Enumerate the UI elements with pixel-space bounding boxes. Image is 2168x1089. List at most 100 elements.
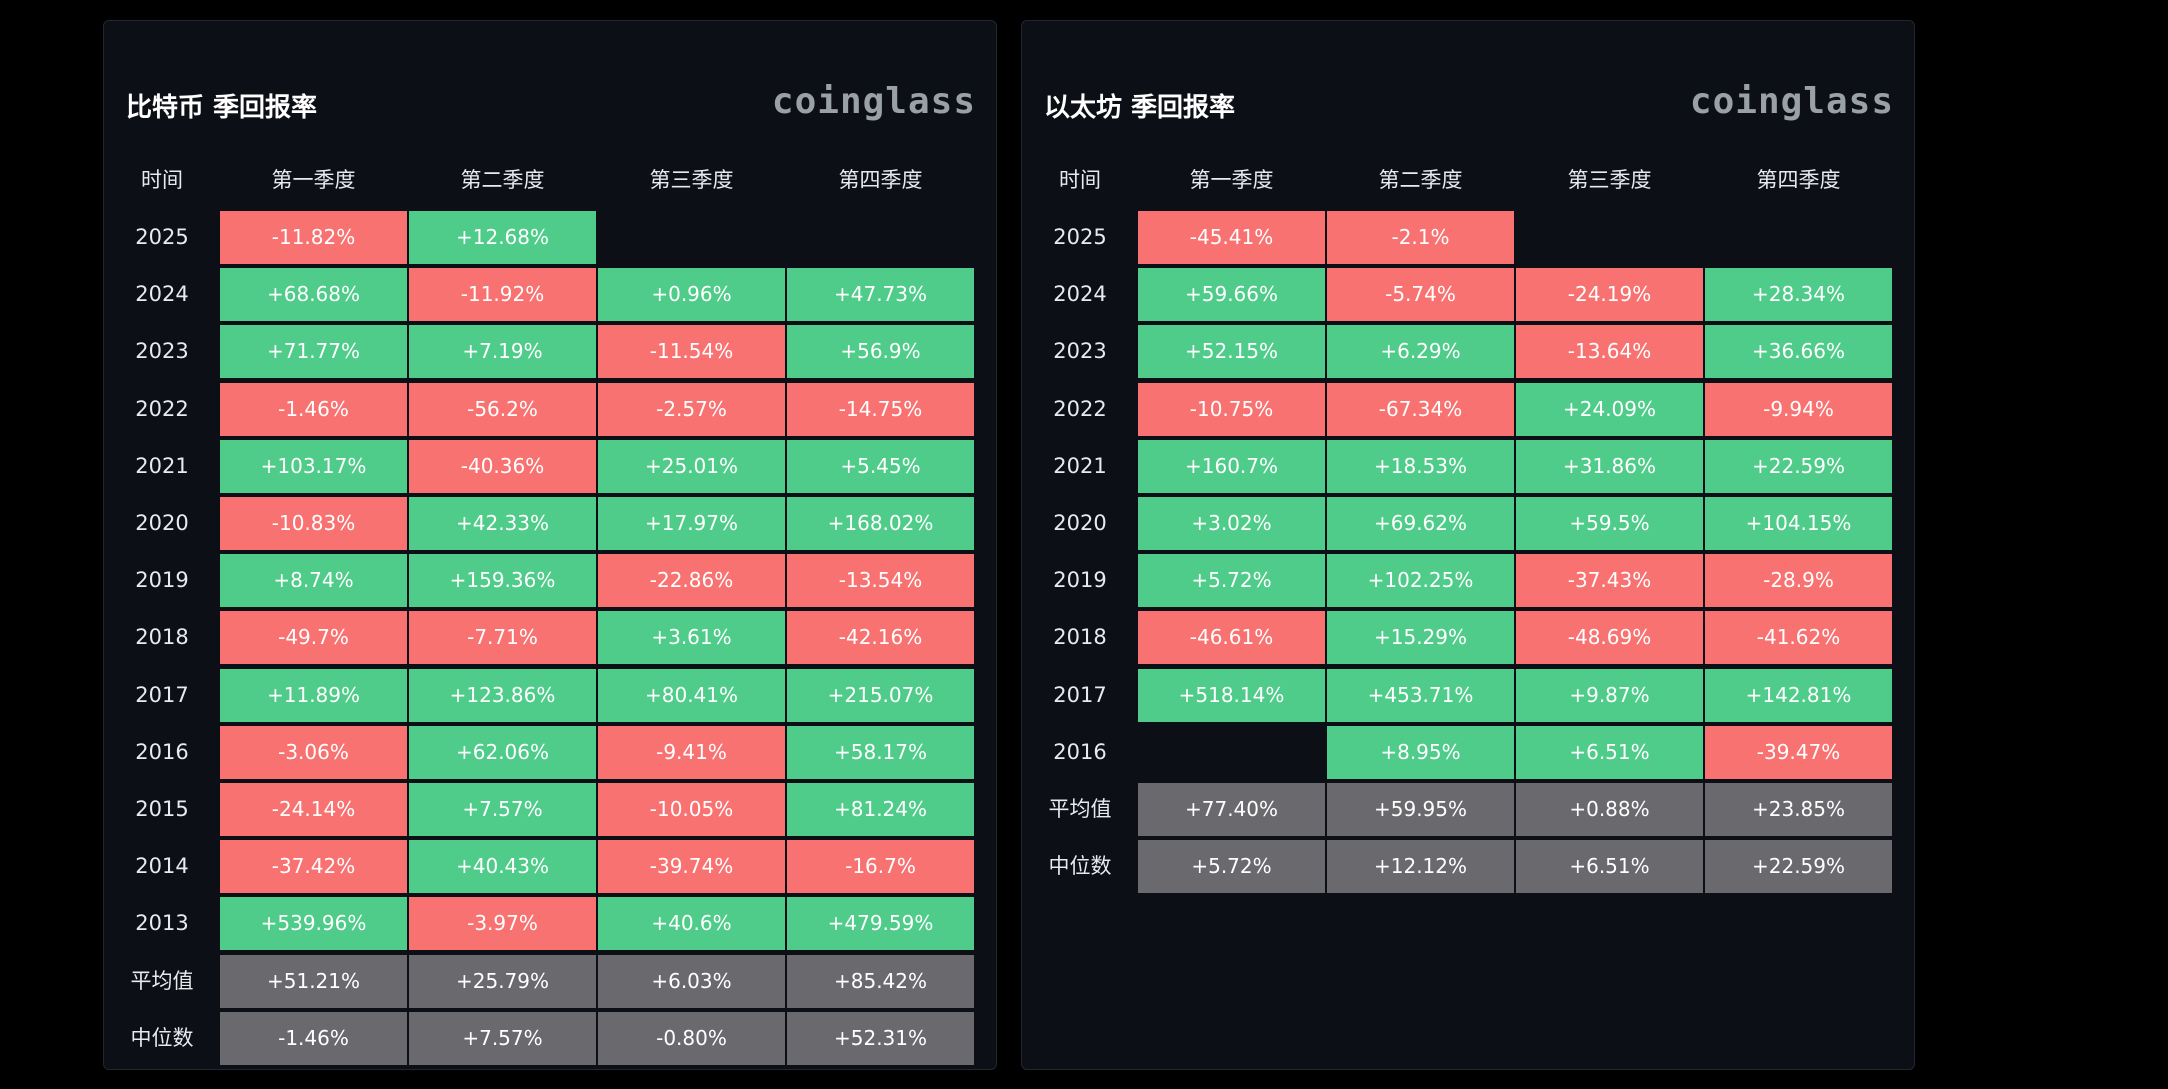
summary-cell: -1.46%: [220, 1011, 407, 1065]
summary-cell: +0.88%: [1516, 783, 1703, 836]
summary-cell: +23.85%: [1705, 783, 1892, 836]
return-cell: +40.6%: [598, 897, 785, 951]
panel-title: 比特币 季回报率: [126, 93, 318, 123]
return-cell: +8.95%: [1327, 725, 1514, 779]
summary-cell: +22.59%: [1705, 840, 1892, 894]
return-cell: +7.57%: [409, 783, 596, 836]
summary-row-label: 平均值: [130, 968, 194, 993]
return-cell: +215.07%: [787, 668, 974, 722]
return-cell: -45.41%: [1138, 211, 1325, 264]
summary-cell: +6.51%: [1516, 840, 1703, 894]
return-cell: -37.42%: [220, 840, 407, 894]
year-label: 2023: [1053, 339, 1107, 364]
return-cell: -67.34%: [1327, 382, 1514, 436]
return-cell: -24.14%: [220, 783, 407, 836]
year-label: 2016: [1053, 739, 1107, 764]
return-cell: +479.59%: [787, 897, 974, 951]
summary-cell: +59.95%: [1327, 783, 1514, 836]
year-label: 2017: [1053, 682, 1107, 707]
coinglass-logo: coinglass: [771, 81, 976, 122]
summary-cell: +6.03%: [598, 954, 785, 1008]
return-cell: [787, 211, 974, 264]
return-cell: +52.15%: [1138, 325, 1325, 379]
return-cell: -2.57%: [598, 382, 785, 436]
column-header-time: 时间: [1059, 168, 1101, 192]
column-header-quarter: 第二季度: [1378, 168, 1463, 192]
return-cell: +453.71%: [1327, 668, 1514, 722]
year-label: 2022: [1053, 396, 1107, 421]
return-cell: -14.75%: [787, 382, 974, 436]
year-label: 2022: [135, 396, 189, 421]
column-header-quarter: 第三季度: [649, 168, 734, 192]
return-cell: +104.15%: [1705, 497, 1892, 550]
return-cell: -42.16%: [787, 611, 974, 665]
column-header-quarter: 第一季度: [271, 168, 356, 192]
return-cell: +80.41%: [598, 668, 785, 722]
panel-title: 以太坊 季回报率: [1044, 93, 1236, 123]
return-cell: -39.47%: [1705, 725, 1892, 779]
return-cell: +6.29%: [1327, 325, 1514, 379]
return-cell: -11.82%: [220, 211, 407, 264]
summary-cell: +52.31%: [787, 1011, 974, 1065]
return-cell: -16.7%: [787, 840, 974, 894]
return-cell: +62.06%: [409, 725, 596, 779]
return-cell: -2.1%: [1327, 211, 1514, 264]
return-cell: +18.53%: [1327, 439, 1514, 493]
summary-row-label: 中位数: [1048, 854, 1112, 879]
return-cell: -13.54%: [787, 554, 974, 608]
year-label: 2020: [1053, 511, 1107, 535]
return-cell: -41.62%: [1705, 611, 1892, 665]
return-cell: +3.61%: [598, 611, 785, 665]
year-label: 2014: [135, 854, 189, 879]
return-cell: -48.69%: [1516, 611, 1703, 665]
column-header-quarter: 第一季度: [1189, 168, 1274, 192]
year-label: 2018: [1053, 625, 1107, 650]
summary-cell: +25.79%: [409, 954, 596, 1008]
summary-row-label: 中位数: [130, 1025, 194, 1050]
return-cell: -11.92%: [409, 268, 596, 322]
year-label: 2013: [135, 911, 189, 936]
column-header-quarter: 第四季度: [838, 168, 923, 192]
return-cell: +42.33%: [409, 497, 596, 550]
coinglass-logo: coinglass: [1689, 81, 1894, 122]
summary-cell: +12.12%: [1327, 840, 1514, 894]
return-cell: +168.02%: [787, 497, 974, 550]
return-cell: +123.86%: [409, 668, 596, 722]
return-cell: -3.97%: [409, 897, 596, 951]
btc-quarterly-returns-panel: 比特币 季回报率 coinglass 时间 第一季度 第二季度 第三季度 第四季度 202…: [103, 20, 997, 1070]
return-cell: -1.46%: [220, 382, 407, 436]
return-cell: +8.74%: [220, 554, 407, 608]
year-label: 2020: [135, 511, 189, 535]
year-label: 2021: [1053, 453, 1107, 478]
return-cell: -40.36%: [409, 439, 596, 493]
return-cell: +47.73%: [787, 268, 974, 322]
year-label: 2024: [1053, 282, 1107, 307]
summary-cell: +77.40%: [1138, 783, 1325, 836]
return-cell: +25.01%: [598, 439, 785, 493]
return-cell: -11.54%: [598, 325, 785, 379]
year-label: 2023: [135, 339, 189, 364]
return-cell: +17.97%: [598, 497, 785, 550]
return-cell: +3.02%: [1138, 497, 1325, 550]
return-cell: -56.2%: [409, 382, 596, 436]
return-cell: -39.74%: [598, 840, 785, 894]
return-cell: +81.24%: [787, 783, 974, 836]
eth-quarterly-returns-panel: 以太坊 季回报率 coinglass 时间 第一季度 第二季度 第三季度 第四季度 202…: [1021, 20, 1915, 1070]
year-label: 2018: [135, 625, 189, 650]
return-cell: -7.71%: [409, 611, 596, 665]
year-label: 2017: [135, 682, 189, 707]
return-cell: +0.96%: [598, 268, 785, 322]
return-cell: -10.05%: [598, 783, 785, 836]
return-cell: +9.87%: [1516, 668, 1703, 722]
return-cell: +103.17%: [220, 439, 407, 493]
column-header-quarter: 第二季度: [460, 168, 545, 192]
return-cell: +24.09%: [1516, 382, 1703, 436]
year-label: 2025: [1053, 225, 1107, 249]
return-cell: -9.94%: [1705, 382, 1892, 436]
return-cell: [1705, 211, 1892, 264]
return-cell: +102.25%: [1327, 554, 1514, 608]
return-cell: -46.61%: [1138, 611, 1325, 665]
column-header-time: 时间: [141, 168, 183, 192]
return-cell: -10.83%: [220, 497, 407, 550]
return-cell: +142.81%: [1705, 668, 1892, 722]
